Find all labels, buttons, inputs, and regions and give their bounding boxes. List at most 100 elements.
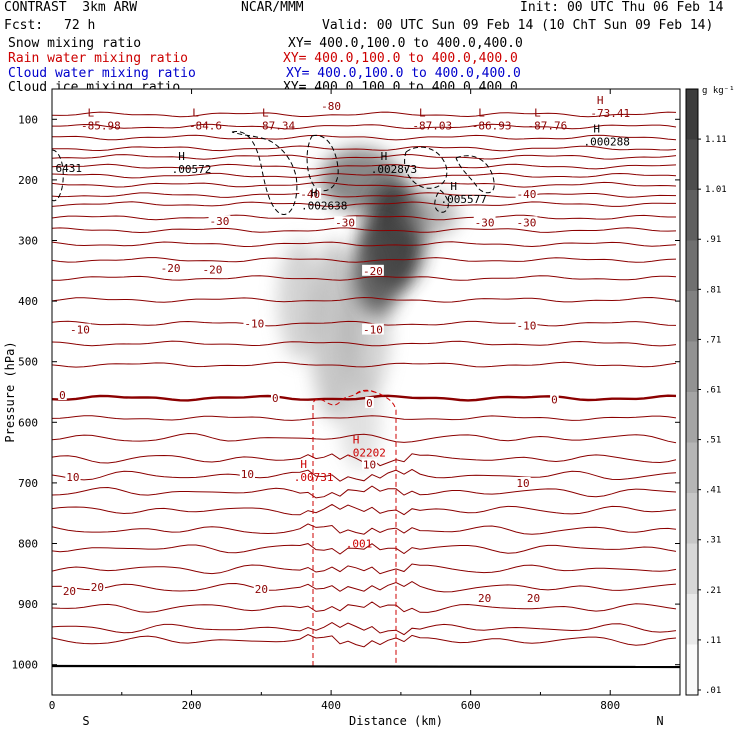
isotherm-line — [52, 601, 677, 613]
x-tick-label: 800 — [600, 699, 620, 712]
isotherm-line — [52, 201, 676, 208]
isotherm-label-bg — [89, 581, 105, 593]
y-axis-label: Pressure (hPa) — [3, 341, 17, 442]
plot-frame — [51, 88, 681, 696]
isotherm-label-bg — [365, 396, 374, 408]
isotherm-line — [52, 415, 677, 421]
isotherm-label: -20 — [203, 264, 223, 277]
isotherm-line — [52, 241, 677, 248]
isotherm-label: -10 — [70, 324, 90, 337]
isotherm-line — [52, 320, 677, 327]
isotherm-label-bg — [550, 393, 559, 405]
isotherm-label-bg — [65, 470, 81, 482]
colorbar-segment — [686, 291, 698, 343]
isotherm-line — [52, 581, 677, 593]
y-tick-label: 800 — [18, 538, 38, 551]
isotherm-line — [52, 468, 677, 482]
isotherm-line — [52, 192, 677, 198]
extremum-value: .002638 — [301, 199, 347, 212]
isotherm-line — [52, 181, 677, 188]
isotherm-label: 10 — [516, 477, 529, 490]
isotherm-label-bg — [477, 592, 493, 604]
isotherm-line — [52, 563, 677, 575]
isotherm-label: 0 — [272, 392, 279, 405]
snow-blob-right — [402, 193, 458, 237]
x-tick-label: 200 — [182, 699, 202, 712]
isotherm-label-bg — [239, 467, 255, 479]
extremum-value: -85.98 — [81, 119, 121, 132]
extremum-value: -87.76 — [528, 119, 568, 132]
colorbar-tick-label: .51 — [705, 436, 721, 446]
extremum-value: .00731 — [294, 471, 334, 484]
rain-contour-upper — [355, 389, 379, 395]
header-fcst-value: 72 h — [64, 18, 96, 33]
field-rain-name: Rain water mixing ratio — [8, 51, 189, 66]
snow-blob-low — [340, 370, 380, 470]
isotherm-label: 10 — [241, 468, 254, 481]
isotherm-line — [52, 153, 677, 160]
header-fcst-label: Fcst: — [4, 18, 44, 33]
isotherm-line — [52, 503, 677, 516]
isotherm-label-bg — [362, 264, 384, 276]
isotherm-label-bg — [361, 458, 378, 470]
snow-shading — [278, 148, 458, 470]
isotherm-label: 20 — [527, 592, 540, 605]
colorbar: 1.11 1.01 .91 .81 .71 .61 .51 .41 .31 .21 .11 .01 g … — [685, 86, 735, 696]
colorbar-segment — [686, 240, 698, 292]
low-marker: L — [419, 106, 426, 119]
isotherm-line — [52, 523, 677, 535]
ice-contour-center — [306, 134, 339, 192]
isotherm-label: 20 — [255, 583, 268, 596]
contour-labels: -80 -40 -40 -30 -30 -30 -30 -20 -20 -20 -10 -10 -10 -… — [55, 94, 630, 605]
low-marker: L — [88, 106, 95, 119]
colorbar-segment — [686, 594, 698, 646]
isotherm-label: -20 — [161, 262, 181, 275]
isotherm-line — [52, 432, 677, 444]
extremum-value: -73.41 — [590, 107, 630, 120]
isotherm-label-bg — [473, 216, 496, 228]
extremum-value: .000288 — [584, 136, 630, 149]
isotherm-line — [52, 227, 677, 234]
y-tick-label: 500 — [18, 356, 38, 369]
colorbar-tick-label: .21 — [705, 586, 721, 596]
rain-contour-label: .001 — [346, 538, 373, 551]
ice-contour-lower — [434, 189, 449, 213]
colorbar-segment — [686, 543, 698, 595]
high-marker: H — [450, 180, 457, 193]
y-tick-label: 300 — [18, 235, 38, 248]
isotherm-label: 0 — [366, 397, 373, 410]
isotherm-label-bg — [243, 317, 266, 329]
colorbar-tick-label: .01 — [705, 686, 721, 696]
colorbar-tick-label: .41 — [705, 486, 721, 496]
low-marker: L — [192, 106, 199, 119]
isotherm-label: -40 — [300, 188, 320, 201]
colorbar-tick-label: .81 — [705, 285, 721, 295]
colorbar-segment — [686, 493, 698, 545]
isotherm-line — [52, 163, 677, 170]
field-snow-name: Snow mixing ratio — [8, 36, 142, 51]
colorbar-segment — [686, 392, 698, 444]
field-rain-xy: XY= 400.0,100.0 to 400.0,400.0 — [283, 51, 518, 66]
isotherm-label-bg — [525, 592, 542, 604]
header-model: CONTRAST 3km ARW — [4, 0, 138, 15]
isotherm-label: -10 — [244, 318, 264, 331]
low-marker: L — [262, 106, 269, 119]
extremum-value: -84.6 — [189, 119, 222, 132]
colorbar-tick-label: .91 — [705, 235, 721, 245]
rain-contour-main — [312, 390, 397, 666]
extremum-value: .002873 — [371, 163, 417, 176]
isotherm-line — [52, 123, 677, 130]
isotherm-label: -20 — [363, 265, 383, 278]
isotherm-line — [52, 485, 677, 499]
colorbar-tick-label: 1.11 — [705, 135, 727, 145]
colorbar-tick-label: .61 — [705, 385, 721, 395]
isotherm-label: -40 — [517, 188, 537, 201]
isotherm-line — [52, 145, 677, 152]
isotherm-label-bg — [362, 323, 384, 335]
isotherm-line — [52, 394, 677, 402]
colorbar-segment — [686, 89, 698, 141]
x-tick-label: 600 — [461, 699, 481, 712]
ice-contour-right — [404, 146, 448, 189]
x-tick-label: 400 — [321, 699, 341, 712]
